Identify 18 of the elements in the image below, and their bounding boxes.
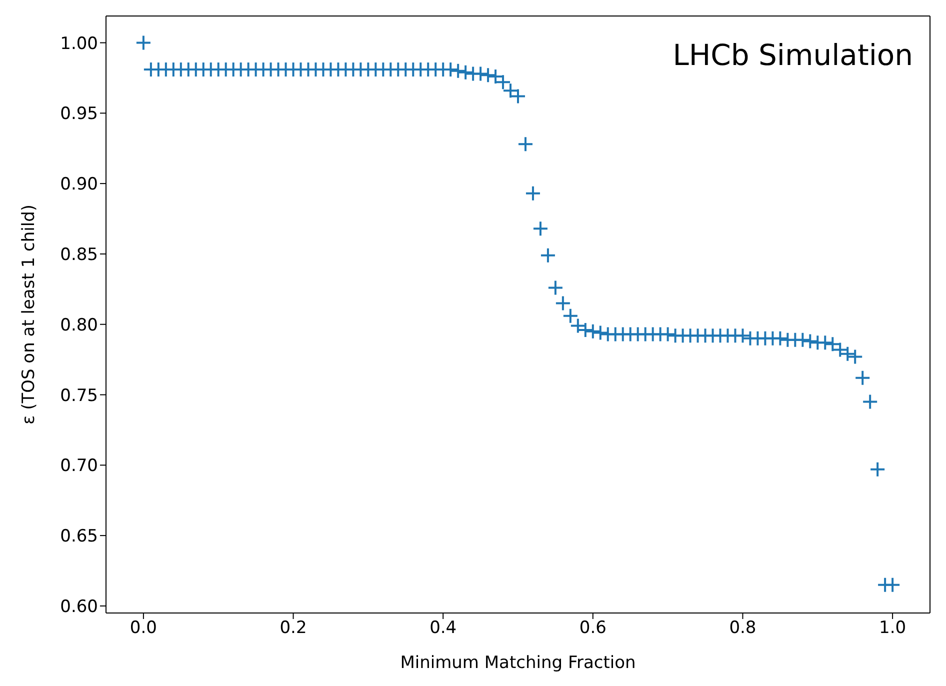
y-tick-label: 0.85 — [60, 244, 98, 265]
y-tick-label: 0.60 — [60, 596, 98, 617]
y-tick-label: 0.80 — [60, 315, 98, 336]
x-axis-title: Minimum Matching Fraction — [400, 653, 636, 673]
x-tick-label: 0.6 — [579, 618, 606, 638]
x-tick-label: 0.4 — [430, 618, 457, 638]
x-tick-label: 0.0 — [130, 618, 157, 638]
y-tick-label: 0.95 — [60, 104, 98, 124]
y-tick-label: 0.70 — [60, 456, 98, 476]
y-tick-label: 1.00 — [60, 34, 98, 54]
y-axis-title: ε (TOS on at least 1 child) — [19, 204, 40, 424]
y-tick-label: 0.65 — [60, 526, 98, 547]
x-tick-label: 0.2 — [280, 618, 307, 638]
x-tick-label: 0.8 — [729, 618, 756, 638]
annotation: LHCb Simulation — [672, 38, 913, 72]
x-tick-label: 1.0 — [879, 618, 906, 638]
y-tick-label: 0.90 — [60, 174, 98, 195]
y-tick-label: 0.75 — [60, 386, 98, 406]
